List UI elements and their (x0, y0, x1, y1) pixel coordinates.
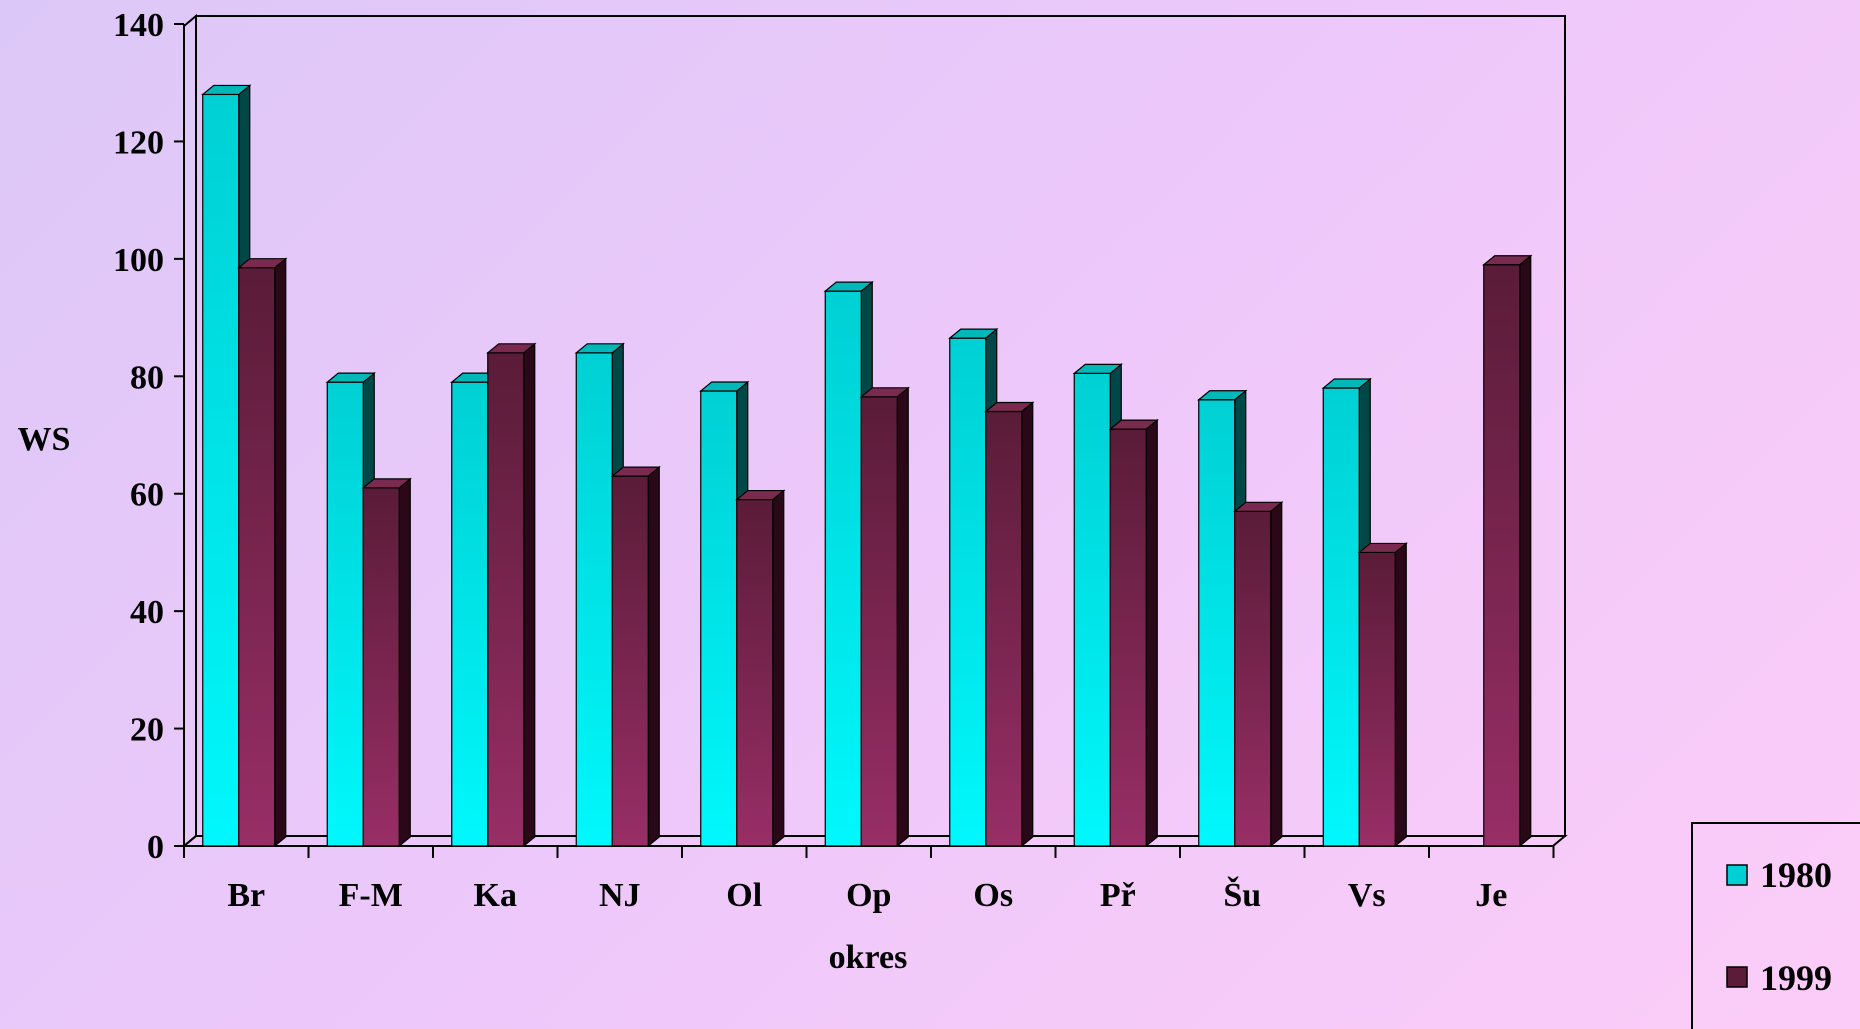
bar-front (326, 381, 364, 847)
bar-front (824, 290, 862, 847)
x-tick-label: Šu (1223, 876, 1261, 914)
bar-front (700, 390, 738, 847)
bar-side (1394, 542, 1407, 848)
bar-1999-Br (237, 257, 288, 848)
bar-top (1482, 255, 1533, 266)
bar-1999-Ka (486, 342, 537, 848)
bar-top (1321, 378, 1372, 389)
bar-1999-Vs (1357, 542, 1408, 848)
bar-front (362, 487, 400, 847)
bar-top (361, 478, 412, 489)
left-wall (183, 13, 197, 849)
x-axis-title: okres (829, 939, 908, 976)
y-tick-label: 0 (147, 829, 164, 866)
x-tick-label: Ol (726, 877, 762, 914)
bar-1999-NJ (610, 465, 661, 848)
x-tick-label: Je (1475, 877, 1507, 914)
bar-front (202, 93, 240, 847)
legend-label-1999: 1999 (1760, 958, 1832, 998)
bar-front (949, 337, 987, 847)
y-axis-title: WS (18, 421, 71, 458)
legend: 1980 1999 (1691, 822, 1860, 1029)
x-tick-label: Os (973, 877, 1013, 914)
bar-front (1234, 510, 1272, 847)
bars (201, 84, 1533, 848)
x-tick-label: Br (227, 877, 265, 914)
bar-top (1072, 363, 1123, 374)
x-tick-label: Op (846, 877, 891, 914)
x-tick-label: Vs (1348, 877, 1386, 914)
legend-label-1980: 1980 (1760, 855, 1832, 895)
y-tick-label: 60 (130, 477, 164, 514)
bar-side (1145, 418, 1158, 848)
bar-front (1109, 428, 1147, 847)
x-tick-label: NJ (599, 877, 641, 914)
y-tick-label: 140 (113, 7, 164, 44)
x-tick-label: F-M (339, 877, 403, 914)
y-tick-label: 20 (130, 712, 164, 749)
bar-1999-Je (1482, 254, 1533, 848)
y-axis: 0 20 40 60 80 100 120 140 (113, 7, 185, 866)
bar-front (451, 381, 489, 847)
bar-side (274, 257, 287, 848)
x-tick-label: Př (1100, 877, 1136, 914)
bar-side (1519, 254, 1532, 848)
bar-top (201, 84, 252, 96)
bar-top (325, 372, 376, 383)
bar-top (1108, 419, 1159, 430)
y-tick-label: 80 (130, 359, 164, 396)
bar-side (398, 477, 411, 848)
bar-front (736, 498, 774, 847)
bar-1999-Šu (1233, 501, 1284, 848)
bar-top (699, 381, 750, 392)
bar-top (984, 401, 1035, 413)
y-tick-label: 120 (113, 124, 164, 161)
bar-top (859, 387, 910, 398)
bar-side (896, 386, 909, 848)
bar-side (1270, 501, 1283, 848)
bar-top (574, 343, 625, 354)
bar-front (575, 352, 613, 847)
y-tick-label: 100 (113, 242, 164, 279)
bar-top (823, 281, 874, 292)
bar-1999-Os (984, 401, 1035, 848)
bar-front (611, 475, 649, 847)
y-tick-label: 40 (130, 594, 164, 631)
bar-1999-F-M (361, 477, 412, 848)
bar-front (238, 267, 276, 847)
x-axis: Br F-M Ka NJ Ol Op Os Př Šu Vs Je (183, 845, 1555, 914)
bar-front (985, 410, 1023, 847)
bar-front (1073, 372, 1111, 847)
bar-1999-Ol (735, 489, 786, 848)
bar-top (486, 343, 537, 354)
bar-top (1357, 542, 1408, 554)
bar-top (948, 328, 999, 339)
bar-front (1198, 399, 1236, 847)
bar-side (647, 465, 660, 848)
x-tick-label: Ka (474, 877, 517, 914)
bar-side (1021, 401, 1034, 848)
bar-front (1483, 264, 1521, 847)
bar-top (1197, 390, 1248, 401)
bar-top (610, 466, 661, 477)
bar-front (1322, 387, 1360, 847)
bar-top (735, 489, 786, 501)
bar-front (1358, 551, 1396, 847)
bar-front (487, 352, 525, 847)
bar-1999-Op (859, 386, 910, 848)
bar-1999-Př (1108, 418, 1159, 848)
legend-swatch-1980 (1726, 864, 1748, 886)
legend-swatch-1999 (1726, 966, 1748, 988)
bar-front (860, 396, 898, 847)
legend-box (1691, 822, 1860, 1029)
bar-side (772, 489, 785, 848)
bar-top (237, 258, 288, 269)
bar-side (523, 342, 536, 848)
bar-top (1233, 501, 1284, 512)
